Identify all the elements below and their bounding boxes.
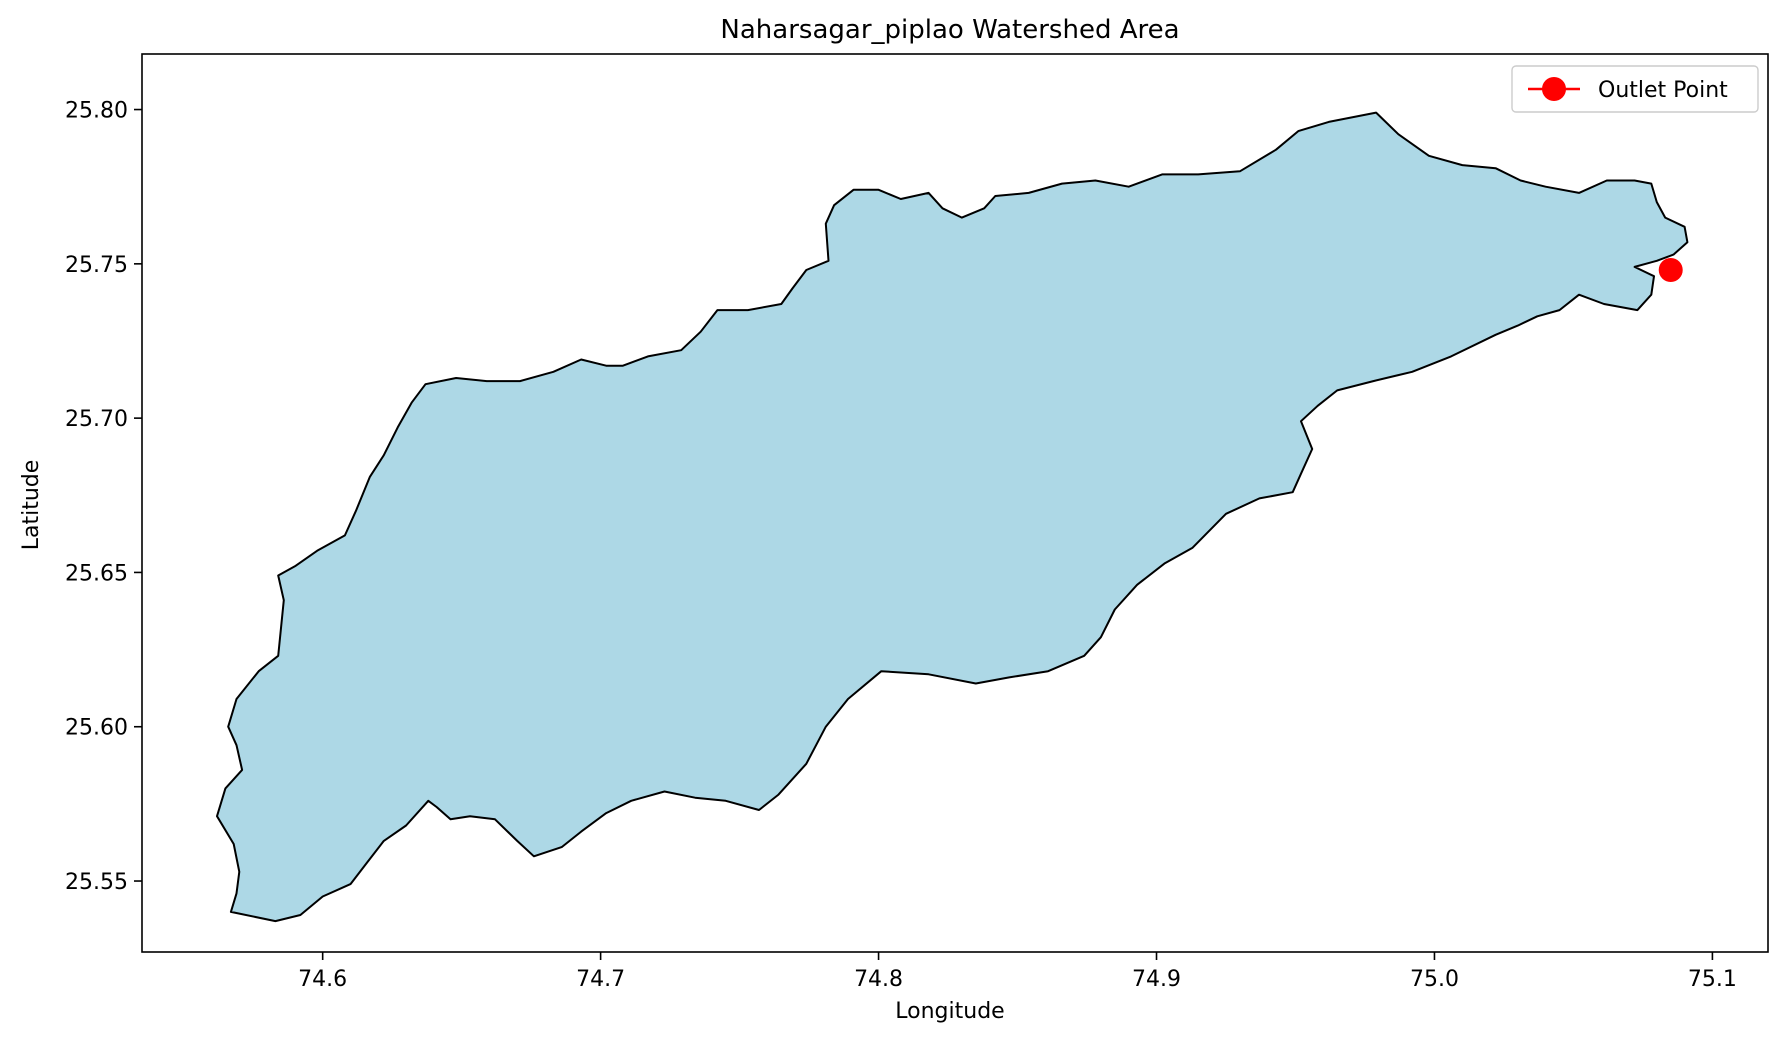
x-tick-label: 75.1 bbox=[1688, 967, 1737, 992]
y-tick-label: 25.70 bbox=[65, 407, 128, 432]
x-tick-label: 74.6 bbox=[298, 967, 347, 992]
legend-marker-swatch bbox=[1542, 77, 1566, 101]
x-tick-label: 74.7 bbox=[576, 967, 625, 992]
legend-box bbox=[1511, 65, 1759, 113]
y-tick-label: 25.60 bbox=[65, 716, 128, 741]
y-tick-label: 25.75 bbox=[65, 253, 128, 278]
chart-title: Naharsagar_piplao Watershed Area bbox=[720, 15, 1179, 45]
axes-frame bbox=[141, 53, 1769, 953]
y-axis-ticks: 25.55 25.60 25.65 25.70 25.75 25.80 bbox=[65, 99, 142, 895]
y-tick-label: 25.55 bbox=[65, 870, 128, 895]
x-tick-label: 74.9 bbox=[1132, 967, 1181, 992]
watershed-polygon bbox=[216, 111, 1689, 923]
x-axis-label: Longitude bbox=[895, 999, 1004, 1024]
plot-area bbox=[216, 111, 1689, 923]
legend-label-outlet-point: Outlet Point bbox=[1598, 78, 1728, 103]
outlet-point-marker bbox=[1658, 258, 1683, 283]
y-tick-label: 25.65 bbox=[65, 561, 128, 586]
x-tick-label: 74.8 bbox=[854, 967, 903, 992]
x-tick-label: 75.0 bbox=[1410, 967, 1459, 992]
y-tick-label: 25.80 bbox=[65, 99, 128, 124]
x-axis-ticks: 74.6 74.7 74.8 74.9 75.0 75.1 bbox=[298, 952, 1737, 992]
y-axis-label: Latitude bbox=[19, 460, 44, 551]
legend: Outlet Point bbox=[1511, 65, 1759, 113]
